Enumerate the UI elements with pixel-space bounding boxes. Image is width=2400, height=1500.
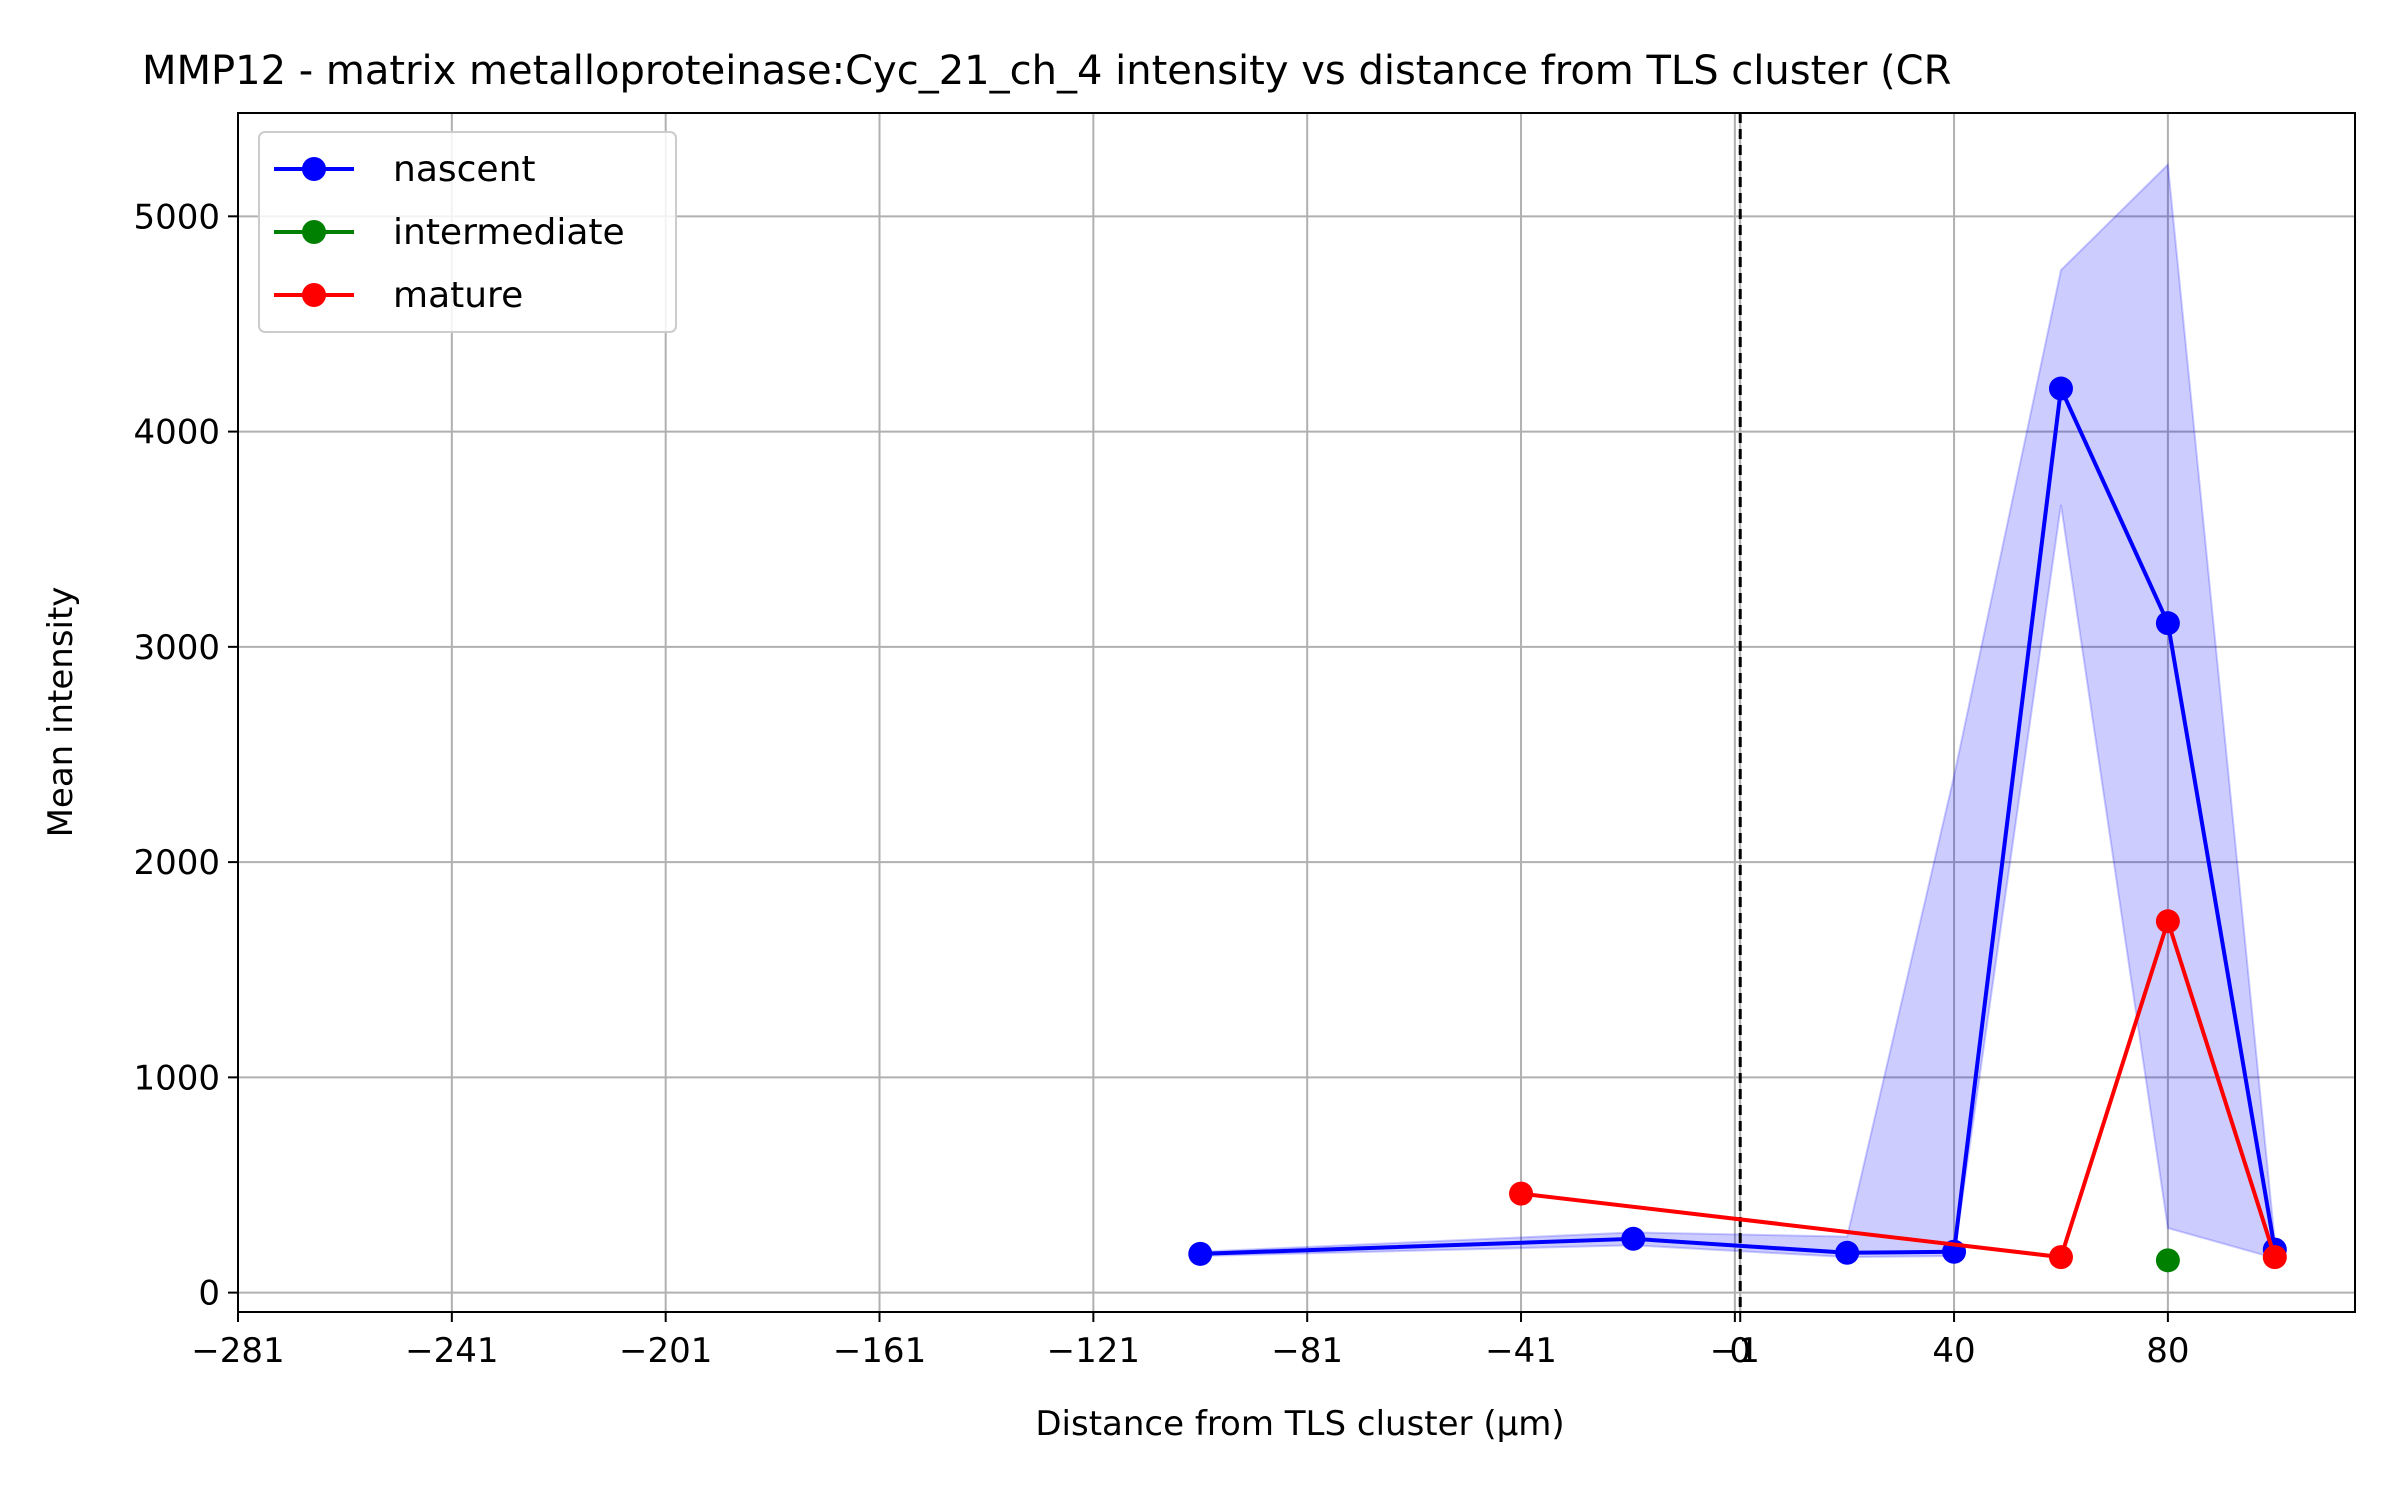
x-tick-label: −281 — [191, 1331, 284, 1371]
x-tick-label: 80 — [2146, 1331, 2189, 1371]
y-tick-label: 3000 — [133, 628, 220, 668]
x-tick-label: −81 — [1271, 1331, 1343, 1371]
legend-label-nascent: nascent — [393, 149, 536, 190]
series-layer — [1188, 376, 2287, 1273]
plot-frame — [237, 112, 2356, 1313]
x-tick-label: −161 — [833, 1331, 926, 1371]
data-point-nascent — [2048, 376, 2073, 401]
data-point-mature — [1509, 1181, 1534, 1206]
x-tick-label: 0 — [1729, 1331, 1751, 1371]
x-tick-label: −41 — [1485, 1331, 1557, 1371]
legend: nascent intermediate mature — [258, 131, 677, 333]
legend-label-intermediate: intermediate — [393, 212, 625, 253]
data-point-nascent — [1835, 1240, 1860, 1265]
y-tick-label: 0 — [198, 1274, 220, 1314]
y-tick-label: 1000 — [133, 1058, 220, 1098]
series-line-mature — [1520, 919, 2277, 1260]
data-point-nascent — [1188, 1241, 1213, 1266]
y-tick-label: 5000 — [133, 197, 220, 237]
x-tick-label: 40 — [1932, 1331, 1975, 1371]
data-point-mature — [2262, 1245, 2287, 1270]
data-point-mature — [2048, 1245, 2073, 1270]
legend-marker-intermediate — [302, 220, 326, 244]
y-axis-label: Mean intensity — [41, 587, 81, 838]
legend-marker-nascent — [302, 157, 326, 181]
data-point-nascent — [1621, 1226, 1646, 1251]
tick-labels: −281 −241 −201 −161 −121 −81 −41 −10 40 800100020… — [133, 197, 2189, 1371]
legend-label-mature: mature — [393, 275, 523, 316]
data-point-mature — [2155, 909, 2180, 934]
data-point-nascent — [2155, 611, 2180, 636]
chart-title: MMP12 - matrix metalloproteinase:Cyc_21_… — [142, 48, 1951, 94]
axes — [228, 112, 2356, 1322]
x-tick-label: −201 — [619, 1331, 712, 1371]
y-tick-label: 4000 — [133, 413, 220, 453]
legend-marker-mature — [302, 283, 326, 307]
x-tick-label: −241 — [405, 1331, 498, 1371]
y-tick-label: 2000 — [133, 843, 220, 883]
x-tick-label: −1 — [1710, 1331, 1760, 1371]
x-axis-label: Distance from TLS cluster (μm) — [1035, 1404, 1564, 1444]
data-point-intermediate — [2155, 1248, 2180, 1273]
legend-box — [258, 131, 677, 333]
x-tick-label: −121 — [1047, 1331, 1140, 1371]
